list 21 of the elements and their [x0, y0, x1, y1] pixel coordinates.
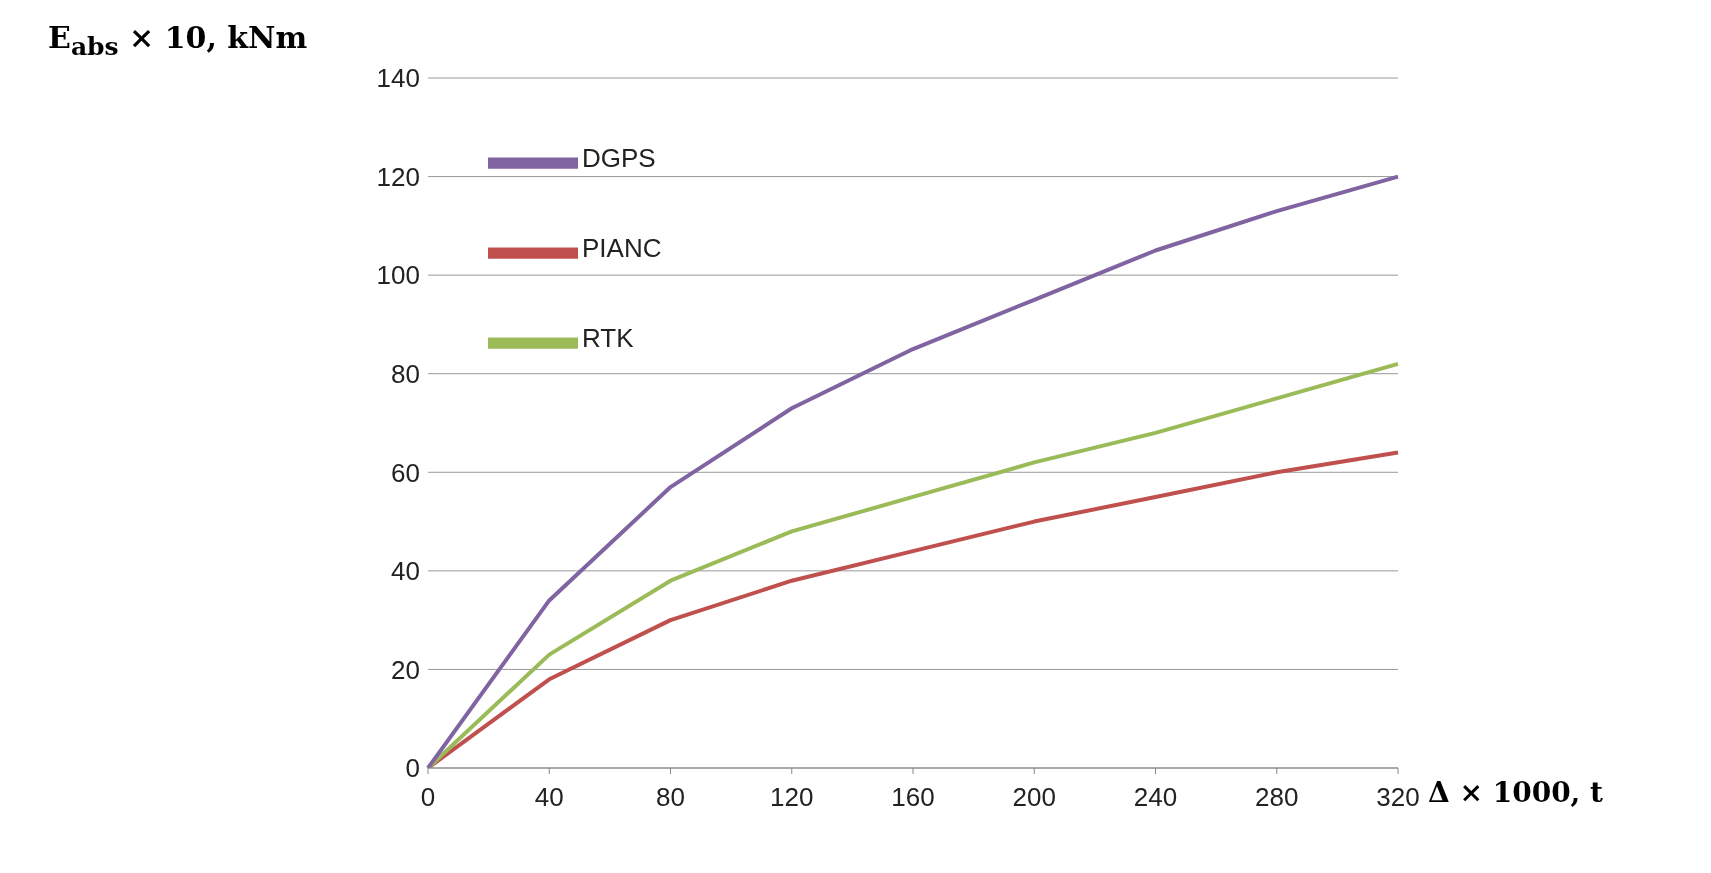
x-tick-label: 240: [1133, 782, 1178, 813]
legend-label: DGPS: [582, 143, 656, 174]
x-tick-label: 40: [534, 782, 564, 813]
x-axis-title: Δ × 1000, t: [1428, 776, 1604, 809]
x-tick-label: 280: [1255, 782, 1299, 813]
x-tick-label: 200: [1012, 782, 1056, 813]
y-tick-label: 140: [376, 63, 420, 94]
y-axis-title: E$_{abs}$ × 10, kNm: [48, 20, 308, 61]
y-tick-label: 20: [391, 654, 420, 685]
y-tick-label: 80: [391, 358, 420, 389]
legend-label: RTK: [582, 323, 634, 354]
y-tick-label: 60: [391, 457, 420, 488]
y-tick-label: 0: [405, 753, 420, 784]
x-tick-label: 160: [891, 782, 935, 813]
y-tick-label: 40: [391, 556, 420, 587]
x-tick-label: 80: [656, 782, 685, 813]
x-tick-label: 120: [770, 782, 814, 813]
x-tick-label: 320: [1376, 782, 1420, 813]
legend-label: PIANC: [582, 233, 662, 264]
y-tick-label: 100: [376, 260, 420, 291]
y-tick-label: 120: [376, 161, 420, 192]
